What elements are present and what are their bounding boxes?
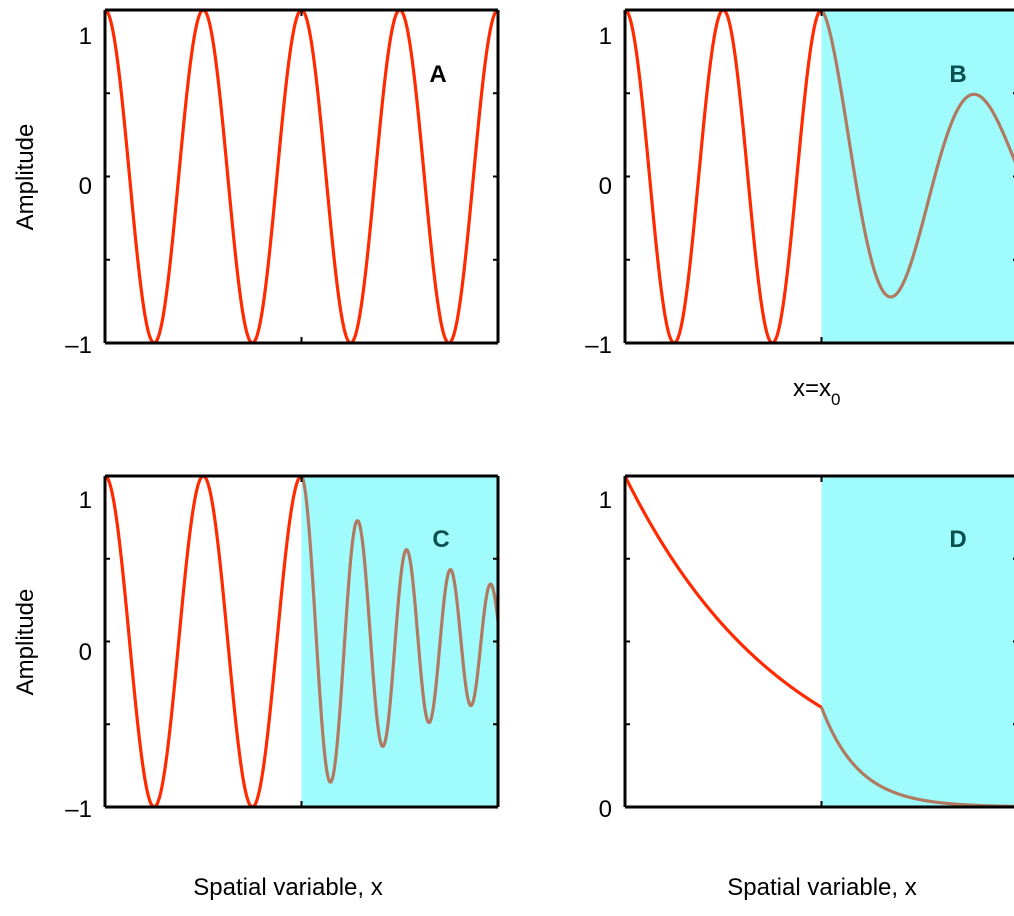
medium-region-b: [821, 10, 1014, 343]
ytick-label-d-0: 0: [599, 796, 612, 823]
plot-area-d: [623, 474, 1014, 809]
xlabel-d: Spatial variable, x: [727, 874, 916, 901]
boundary-label: x=x0: [793, 375, 840, 409]
panel-letter-c: C: [432, 526, 449, 553]
ytick-label-b-minus1: –1: [585, 332, 612, 359]
ytick-label-a-1: 1: [79, 23, 92, 50]
panel-b: 1 0 –1 B x=x0: [585, 8, 1014, 409]
ytick-label-d-1: 1: [599, 487, 612, 514]
xlabel-c: Spatial variable, x: [193, 874, 382, 901]
incident-wave-d: [625, 476, 823, 709]
ytick-label-b-1: 1: [599, 23, 612, 50]
incident-wave-c: [105, 476, 303, 807]
medium-region-d: [821, 476, 1014, 807]
panel-letter-b: B: [949, 61, 966, 88]
ytick-label-b-0: 0: [599, 173, 612, 200]
panel-d: 1 0 D Spatial variable, x: [599, 474, 1014, 901]
medium-region-c: [301, 476, 498, 807]
curves-c: [105, 476, 498, 807]
curves-a: [105, 10, 498, 343]
plot-area-c: [103, 474, 500, 809]
ytick-label-c-0: 0: [79, 639, 92, 666]
transmitted-wave-b: [820, 10, 1014, 299]
curves-b: [625, 10, 1014, 343]
panel-a: 1 0 –1 Amplitude A: [12, 8, 500, 359]
ytick-label-a-minus1: –1: [65, 332, 92, 359]
panel-letter-a: A: [429, 61, 446, 88]
plot-area-b: [623, 8, 1014, 345]
ytick-label-c-minus1: –1: [65, 796, 92, 823]
incident-wave-b: [625, 10, 823, 343]
ytick-label-c-1: 1: [79, 487, 92, 514]
ylabel-c: Amplitude: [12, 589, 39, 696]
ylabel-a: Amplitude: [12, 124, 39, 231]
ytick-label-a-0: 0: [79, 173, 92, 200]
boundary-label-subscript: 0: [831, 390, 840, 409]
panel-c: 1 0 –1 Amplitude C Spatial variable, x: [12, 474, 500, 901]
boundary-label-main: x=x: [793, 375, 831, 402]
transmitted-wave-c: [300, 476, 498, 784]
panel-letter-d: D: [949, 526, 966, 553]
incident-wave-a: [105, 10, 498, 343]
plot-area-a: [103, 8, 500, 345]
